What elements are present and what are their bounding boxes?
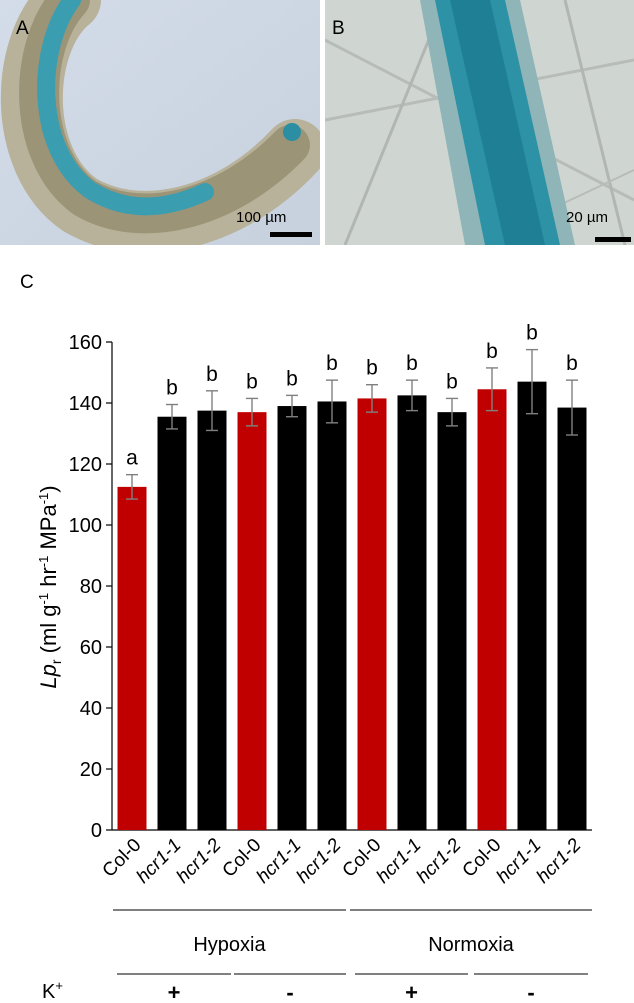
- significance-letter: b: [486, 340, 498, 363]
- bar: [517, 381, 547, 830]
- y-tick-label: 60: [80, 637, 102, 659]
- y-tick-label: 100: [69, 515, 102, 537]
- panel-a-scale-text: 100 µm: [236, 209, 287, 226]
- k-label-text: K: [42, 981, 56, 1003]
- k-level-label: +: [405, 980, 418, 1003]
- panel-a-micrograph: A 100 µm: [0, 0, 320, 245]
- panel-c-label: C: [20, 272, 34, 293]
- y-tick-label: 20: [80, 759, 102, 781]
- y-label-sup1: -1: [36, 593, 51, 605]
- y-label-mid1: hr: [36, 567, 61, 593]
- y-tick-label: 120: [69, 454, 102, 476]
- x-tick-label: hcr1-2: [173, 834, 226, 887]
- significance-letter: b: [246, 370, 258, 393]
- k-label: K+: [42, 978, 63, 1003]
- panel-a-label: A: [16, 18, 29, 39]
- bar: [357, 398, 387, 830]
- bar: [397, 395, 427, 830]
- k-level-label: -: [286, 980, 293, 1003]
- root-tip-image: [0, 0, 320, 245]
- bar: [197, 410, 227, 830]
- x-tick-label: hcr1-1: [133, 835, 186, 888]
- y-label-sup3: -1: [36, 493, 51, 505]
- y-tick-label: 40: [80, 698, 102, 720]
- bar: [157, 416, 187, 830]
- significance-letter: b: [446, 370, 458, 393]
- condition-label: Normoxia: [428, 934, 514, 956]
- y-tick-label: 140: [69, 393, 102, 415]
- y-label-sub: r: [48, 659, 64, 664]
- x-tick-label: hcr1-1: [373, 835, 426, 888]
- bar: [477, 389, 507, 830]
- y-tick-label: 160: [69, 332, 102, 354]
- bar: [117, 486, 147, 830]
- x-tick-labels: Col-0hcr1-1hcr1-2Col-0hcr1-1hcr1-2Col-0h…: [99, 834, 586, 887]
- x-tick-label: hcr1-1: [493, 835, 546, 888]
- significance-letter: b: [366, 357, 378, 380]
- bar: [557, 407, 587, 830]
- panel-b-scale-text: 20 µm: [566, 209, 608, 226]
- group-labels: Hypoxia Normoxia + - + -: [113, 909, 592, 1003]
- significance-letter: a: [126, 447, 138, 470]
- x-tick-label: hcr1-2: [293, 834, 346, 887]
- significance-letter: b: [166, 377, 178, 400]
- significance-letter: b: [286, 367, 298, 390]
- y-label-main: Lp: [36, 664, 61, 688]
- significance-letter: b: [526, 322, 538, 345]
- y-tick-label: 80: [80, 576, 102, 598]
- bar: [237, 412, 267, 830]
- y-tick-label: 0: [91, 820, 102, 842]
- y-label-rest: (ml g: [36, 604, 61, 659]
- y-label-end: ): [36, 485, 61, 492]
- y-label-sup2: -1: [36, 556, 51, 568]
- x-tick-label: hcr1-2: [413, 834, 466, 887]
- k-level-label: -: [527, 980, 534, 1003]
- panel-b-scale-bar: [595, 237, 631, 242]
- bars: [117, 381, 587, 830]
- panel-b-micrograph: B 20 µm: [325, 0, 634, 245]
- panel-a-scale-bar: [270, 232, 312, 237]
- k-level-label: +: [168, 980, 181, 1003]
- y-ticks: 0 20 40 60 80 100 120 140 160: [69, 332, 112, 842]
- x-tick-label: hcr1-1: [253, 835, 306, 888]
- error-bars: [126, 348, 578, 500]
- panel-b-label: B: [332, 18, 345, 39]
- significance-letter: b: [206, 363, 218, 386]
- significance-letter: b: [406, 352, 418, 375]
- x-tick-label: hcr1-2: [533, 834, 586, 887]
- condition-label: Hypoxia: [193, 934, 266, 956]
- k-label-sup: +: [55, 978, 63, 993]
- root-stele-image: [325, 0, 634, 245]
- bar: [437, 412, 467, 830]
- significance-letter: b: [566, 352, 578, 375]
- y-label-mid2: MPa: [36, 504, 61, 556]
- significance-letter: b: [326, 352, 338, 375]
- y-axis-label: Lpr (ml g-1 hr-1 MPa-1): [36, 485, 64, 688]
- bar: [277, 406, 307, 830]
- bar: [317, 401, 347, 830]
- significance-letters: a b b b b b b b b b b b: [126, 322, 578, 470]
